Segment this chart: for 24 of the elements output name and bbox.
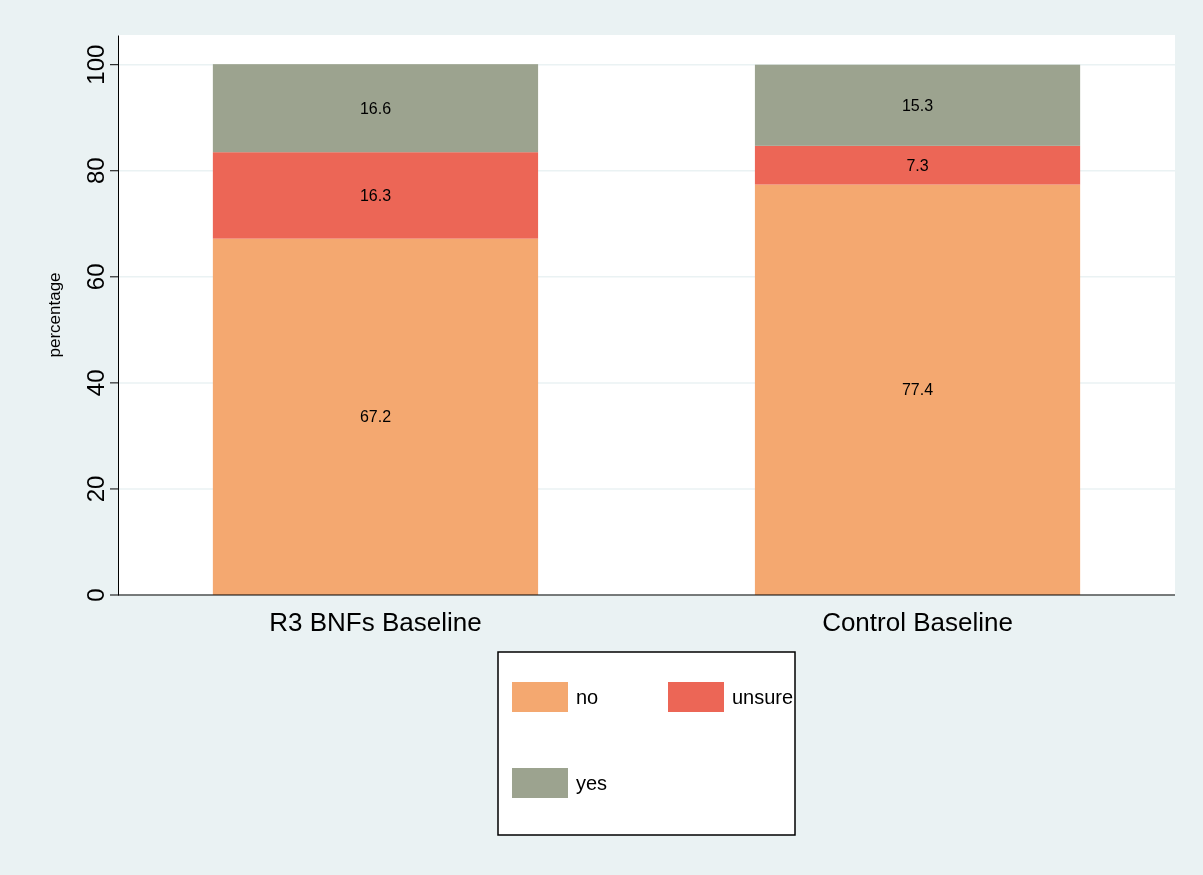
- y-tick-label: 20: [82, 475, 109, 503]
- bar: [754, 145, 1081, 185]
- data-label: 7.3: [906, 156, 929, 174]
- data-label: 67.2: [359, 408, 392, 426]
- bar: [212, 238, 539, 595]
- bar: [212, 64, 539, 153]
- y-tick-label: 40: [82, 369, 109, 397]
- bar: [212, 152, 539, 239]
- bar: [754, 64, 1081, 146]
- y-tick-label: 0: [82, 588, 109, 602]
- y-axis-title: percentage: [45, 272, 64, 358]
- legend-label: no: [576, 686, 599, 708]
- data-label: 77.4: [901, 381, 934, 399]
- y-tick-label: 100: [82, 44, 109, 85]
- legend-label: unsure: [732, 686, 794, 708]
- data-label: 16.3: [359, 187, 392, 205]
- x-tick-label: Control Baseline: [822, 606, 1013, 637]
- x-tick-label: R3 BNFs Baseline: [269, 606, 482, 637]
- y-tick-label: 60: [82, 263, 109, 291]
- data-label: 16.6: [359, 99, 392, 117]
- y-tick-label: 80: [82, 157, 109, 185]
- bar: [754, 184, 1081, 595]
- legend-label: yes: [576, 772, 608, 794]
- data-label: 15.3: [901, 96, 934, 114]
